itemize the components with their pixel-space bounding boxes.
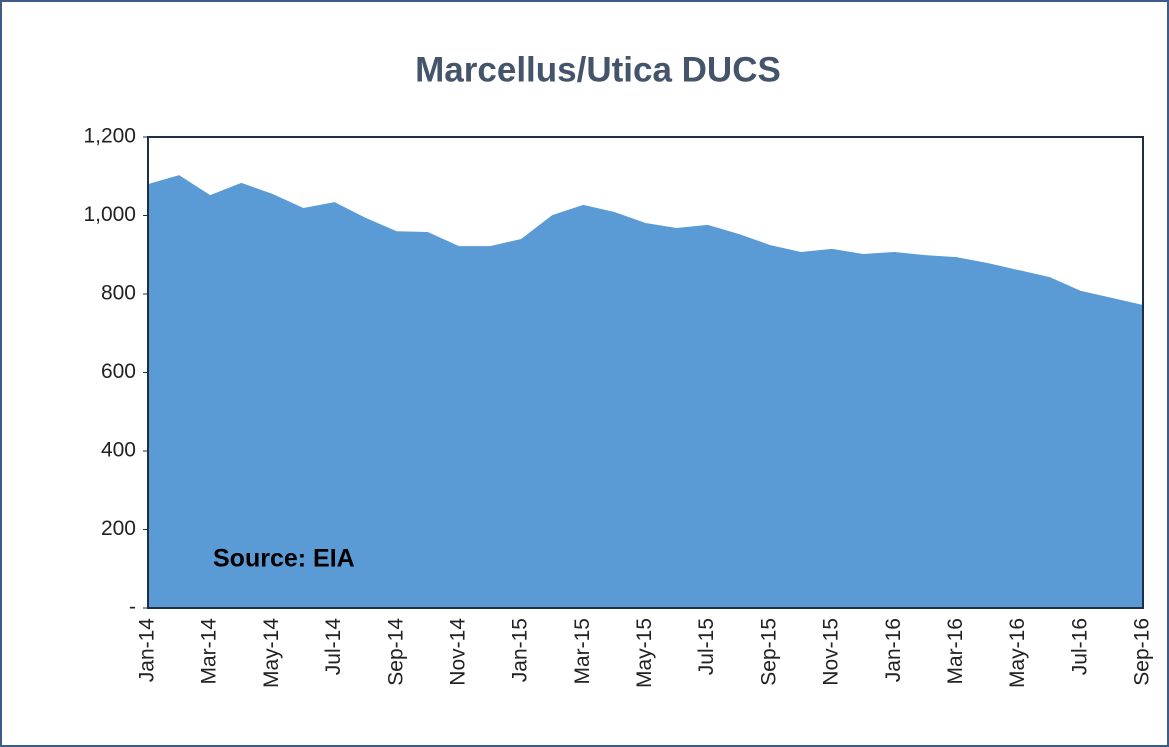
x-tick-label: May-16 xyxy=(1006,618,1029,688)
x-tick-label: Nov-14 xyxy=(446,618,469,686)
y-tick-label: 800 xyxy=(101,282,136,305)
y-tick-label: 1,200 xyxy=(83,125,136,148)
y-tick-label: 400 xyxy=(101,439,136,462)
x-tick-label: May-15 xyxy=(633,618,656,688)
chart-title: Marcellus/Utica DUCS xyxy=(415,50,781,89)
x-tick-label: Jul-15 xyxy=(695,618,718,675)
x-tick-label: Jan-14 xyxy=(136,618,159,683)
x-tick-label: Mar-16 xyxy=(944,618,967,685)
x-tick-label: Jan-15 xyxy=(509,618,532,682)
x-tick-label: Sep-16 xyxy=(1131,618,1154,686)
x-tick-label: Jul-16 xyxy=(1068,618,1091,675)
x-tick-label: Mar-15 xyxy=(571,618,594,685)
x-tick-label: Sep-14 xyxy=(384,618,407,686)
x-tick-label: Mar-14 xyxy=(198,618,221,685)
x-tick-label: Nov-15 xyxy=(820,618,843,686)
x-tick-label: Jan-16 xyxy=(882,618,905,682)
y-tick-label: - xyxy=(129,596,136,619)
x-tick-label: May-14 xyxy=(260,618,283,688)
y-tick-label: 200 xyxy=(101,517,136,540)
y-tick-label: 600 xyxy=(101,360,136,383)
x-tick-label: Sep-15 xyxy=(757,618,780,686)
area xyxy=(148,175,1143,608)
y-tick-label: 1,000 xyxy=(83,203,136,226)
annotation: Source: EIA xyxy=(213,545,355,573)
x-tick-label: Jul-14 xyxy=(322,618,345,676)
